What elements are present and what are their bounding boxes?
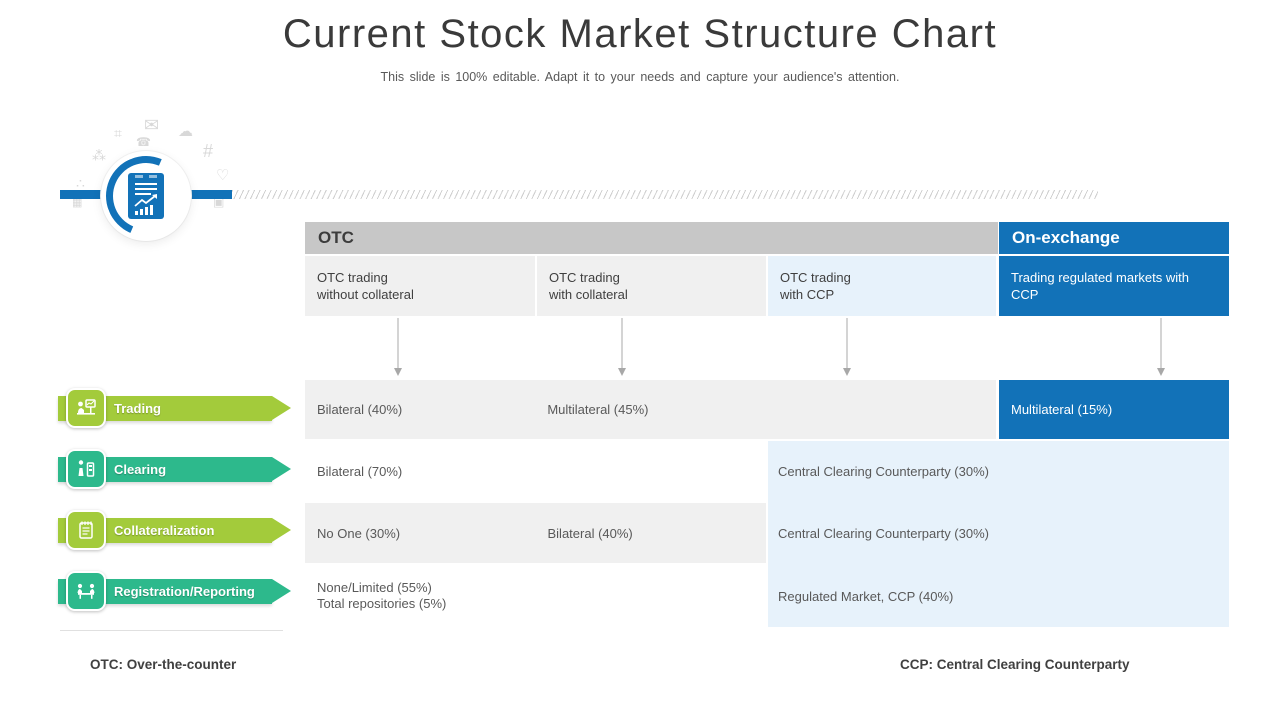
footnote-otc: OTC: Over-the-counter: [90, 657, 237, 672]
row-label-clearing-tip: [272, 457, 291, 481]
folder-icon: ▣: [213, 195, 225, 209]
column-header-line: OTC trading: [317, 270, 388, 285]
registration-meeting-icon: [66, 571, 106, 611]
cell-clearing-col1: Bilateral (70%): [317, 463, 403, 479]
column-header-regulated-markets: Trading regulated markets with CCP: [999, 256, 1229, 316]
merged-ccp-block: Central Clearing Counterparty (30%) Cent…: [768, 441, 1229, 627]
cell-registration-col1: None/Limited (55%) Total repositories (5…: [305, 580, 537, 612]
group-header-on-exchange: On-exchange: [999, 222, 1229, 254]
column-header-without-collateral: OTC trading without collateral: [305, 256, 535, 316]
cell-registration-merged: Regulated Market, CCP (40%): [778, 588, 954, 604]
column-header-line: without collateral: [317, 287, 414, 302]
row-label-text: Registration/Reporting: [114, 584, 255, 599]
cell-collateral-col1: No One (30%): [317, 525, 401, 541]
cell-collateral-merged: Central Clearing Counterparty (30%): [778, 525, 989, 541]
network-icon: ⁂: [92, 147, 106, 163]
cell-clearing-merged: Central Clearing Counterparty (30%): [778, 463, 989, 479]
row-label-trading-tip: [272, 396, 291, 420]
hashtag-icon: #: [203, 141, 214, 161]
trading-desk-icon: [66, 388, 106, 428]
dots-icon: ∴: [76, 175, 85, 191]
table-row-collateralization: No One (30%) Bilateral (40%): [305, 503, 766, 563]
collateral-notepad-icon: [66, 510, 106, 550]
table-row-registration: None/Limited (55%) Total repositories (5…: [305, 565, 766, 627]
cell-collateral-col2: Bilateral (40%): [547, 525, 633, 541]
film-icon: ▦: [72, 197, 83, 209]
grid-icon: ⌗: [114, 125, 122, 141]
group-header-otc: OTC: [305, 222, 998, 254]
table-row-trading: Bilateral (40%) Multilateral (45%): [305, 380, 996, 439]
row-label-text: Trading: [114, 401, 161, 416]
column-header-line: OTC trading: [549, 270, 620, 285]
cell-registration-line1: None/Limited (55%): [317, 580, 432, 595]
page-subtitle: This slide is 100% editable. Adapt it to…: [380, 70, 900, 84]
footnote-ccp: CCP: Central Clearing Counterparty: [900, 657, 1130, 672]
phone-icon: ☎: [136, 135, 151, 149]
down-arrow-icon: [841, 318, 853, 381]
heart-like-icon: ♡: [216, 167, 230, 184]
column-header-line: with CCP: [780, 287, 835, 302]
report-chart-document-icon: [128, 173, 164, 224]
cell-trading-col2: Multilateral (45%): [547, 402, 649, 417]
clearing-person-icon: [66, 449, 106, 489]
envelope-icon: ✉: [144, 115, 160, 135]
down-arrow-icon: [1155, 318, 1167, 381]
cell-registration-line2: Total repositories (5%): [317, 596, 447, 611]
row-label-registration-tip: [272, 579, 291, 603]
cell-trading-on-exchange: Multilateral (15%): [999, 380, 1229, 439]
page-title: Current Stock Market Structure Chart: [282, 12, 998, 56]
column-header-line: OTC trading: [780, 270, 851, 285]
row-label-collateralization-tip: [272, 518, 291, 542]
down-arrow-icon: [616, 318, 628, 381]
column-header-line: with collateral: [549, 287, 628, 302]
table-row-clearing: Bilateral (70%): [305, 441, 766, 501]
label-column-divider: [60, 630, 283, 631]
cloud-speech-icon: ☁: [178, 123, 193, 140]
row-label-text: Clearing: [114, 462, 167, 477]
column-header-with-ccp: OTC trading with CCP: [768, 256, 996, 316]
column-header-with-collateral: OTC trading with collateral: [537, 256, 766, 316]
cell-trading-col1: Bilateral (40%): [317, 402, 403, 417]
hatched-guide-line: [232, 190, 1098, 199]
down-arrow-icon: [392, 318, 404, 381]
row-label-text: Collateralization: [114, 523, 215, 538]
